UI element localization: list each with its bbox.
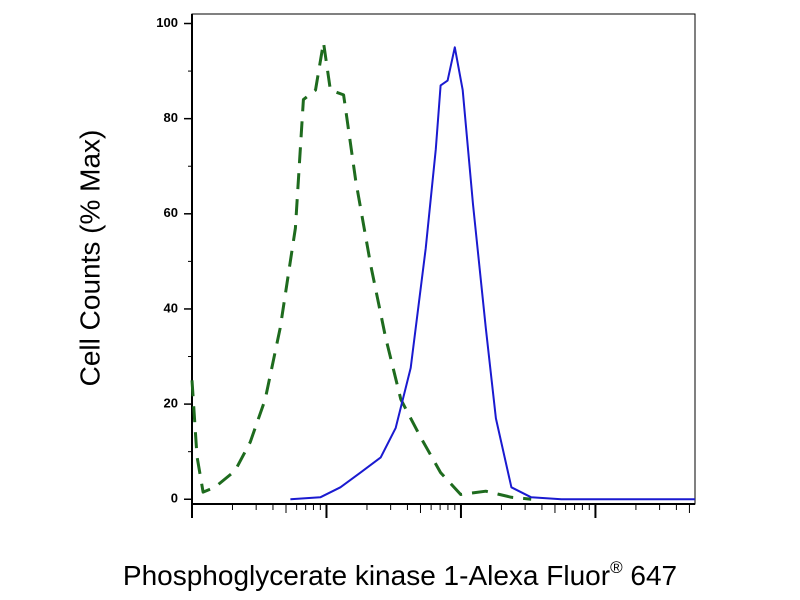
y-tick-label: 80 xyxy=(164,110,178,125)
y-tick-label: 40 xyxy=(164,300,178,315)
y-tick-label: 0 xyxy=(171,491,178,506)
y-tick-label: 100 xyxy=(156,15,178,30)
x-axis-title-text: 647 xyxy=(623,560,678,591)
histogram-line xyxy=(190,41,532,501)
y-tick-label: 60 xyxy=(164,205,178,220)
y-axis-title: Cell Counts (% Max) xyxy=(74,130,105,387)
x-axis-title-mark: ® xyxy=(610,558,623,577)
y-tick-label: 20 xyxy=(164,396,178,411)
histogram-line xyxy=(290,46,695,501)
x-axis-title: Phosphoglycerate kinase 1-Alexa Fluor® 6… xyxy=(123,558,677,591)
x-axis-title-text: Phosphoglycerate kinase 1-Alexa Fluor xyxy=(123,560,610,591)
plot-frame xyxy=(191,13,696,505)
